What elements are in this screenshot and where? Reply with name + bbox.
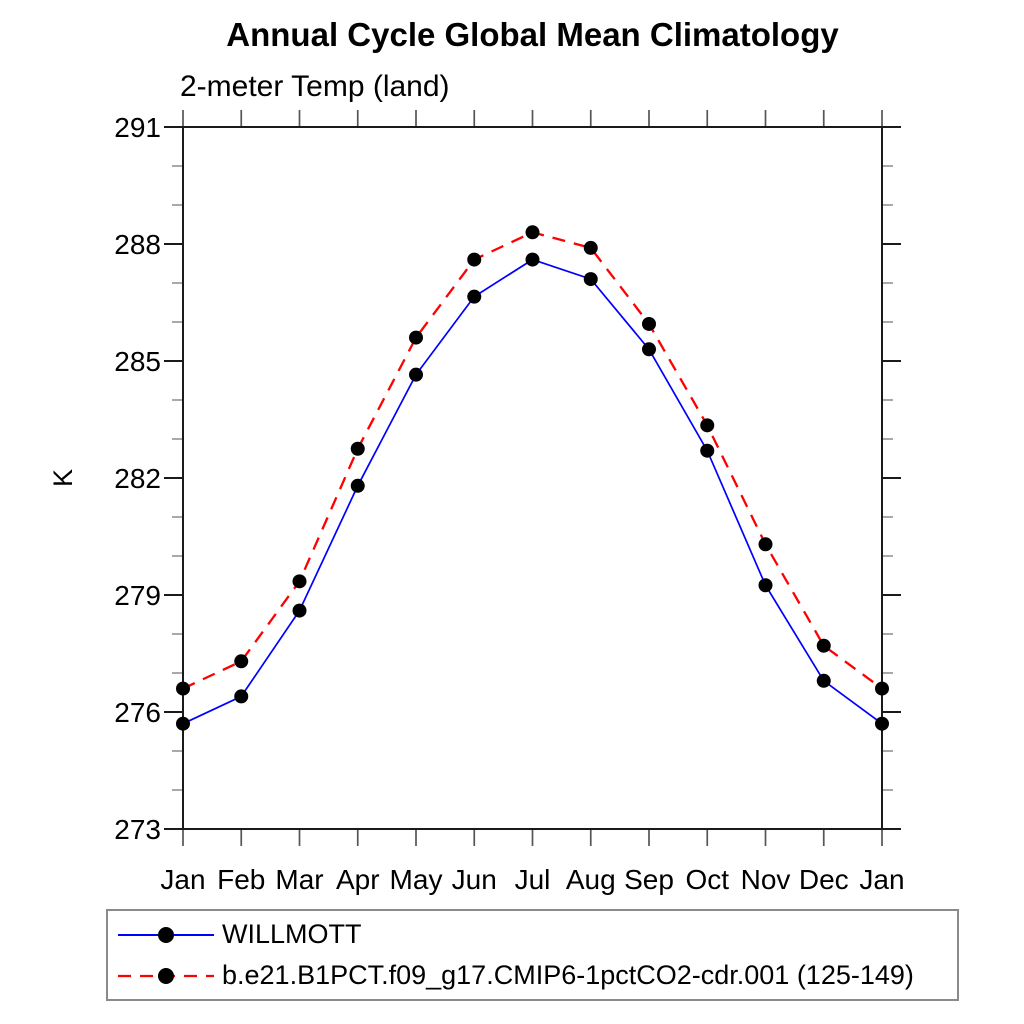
legend-box: WILLMOTT b.e21.B1PCT.f09_g17.CMIP6-1pctC…: [106, 909, 959, 1001]
y-tick-label: 291: [114, 112, 161, 143]
data-point: [467, 289, 482, 304]
legend-label: b.e21.B1PCT.f09_g17.CMIP6-1pctCO2-cdr.00…: [222, 960, 914, 990]
y-tick-label: 285: [114, 346, 161, 377]
y-tick-label: 276: [114, 697, 161, 728]
legend-line-dashed-with-dot-icon: [118, 967, 214, 984]
series-line-1: [182, 231, 883, 690]
data-point: [642, 342, 656, 357]
x-tick-label: Apr: [336, 864, 380, 895]
data-point: [525, 252, 540, 267]
x-tick-label: Dec: [799, 864, 849, 895]
y-axis-label: K: [48, 469, 78, 487]
data-point: [292, 603, 307, 618]
data-point: [350, 478, 365, 493]
x-tick-label: Aug: [566, 864, 616, 895]
data-point: [409, 330, 423, 345]
x-tick-label: Oct: [685, 864, 729, 895]
data-point: [350, 441, 365, 456]
data-point: [816, 638, 831, 653]
x-tick-label: Feb: [217, 864, 265, 895]
data-point: [234, 654, 249, 669]
legend-entry-model: b.e21.B1PCT.f09_g17.CMIP6-1pctCO2-cdr.00…: [108, 955, 957, 996]
legend-label: WILLMOTT: [222, 919, 362, 949]
y-tick-label: 288: [114, 229, 161, 260]
x-tick-label: Nov: [741, 864, 791, 895]
data-point: [758, 537, 773, 552]
data-point: [176, 681, 190, 696]
plot-frame: [182, 126, 883, 830]
data-point: [176, 716, 190, 731]
data-point: [525, 225, 540, 240]
x-tick-label: Mar: [275, 864, 323, 895]
data-point: [758, 578, 773, 593]
data-point: [234, 689, 249, 704]
series-line-0: [182, 258, 883, 725]
chart-subtitle: 2-meter Temp (land): [180, 70, 450, 103]
x-tick-label: Jan: [859, 864, 904, 895]
data-point: [875, 716, 889, 731]
data-point: [700, 443, 715, 458]
x-tick-label: Sep: [624, 864, 674, 895]
y-tick-label: 282: [114, 463, 161, 494]
data-point: [583, 240, 598, 255]
data-point: [816, 673, 831, 688]
x-tick-label: May: [390, 864, 443, 895]
y-tick-label: 279: [114, 580, 161, 611]
data-point: [467, 252, 482, 267]
y-tick-label: 273: [114, 814, 161, 845]
legend-entry-willmott: WILLMOTT: [108, 914, 957, 955]
data-point: [700, 418, 715, 433]
x-tick-label: Jul: [515, 864, 551, 895]
legend-line-solid-with-dot-icon: [118, 926, 214, 943]
x-tick-label: Jan: [160, 864, 205, 895]
x-tick-label: Jun: [452, 864, 497, 895]
data-point: [292, 574, 307, 589]
chart-title: Annual Cycle Global Mean Climatology: [226, 16, 839, 53]
data-point: [642, 316, 656, 331]
data-point: [409, 367, 423, 382]
data-point: [875, 681, 889, 696]
data-point: [583, 272, 598, 287]
